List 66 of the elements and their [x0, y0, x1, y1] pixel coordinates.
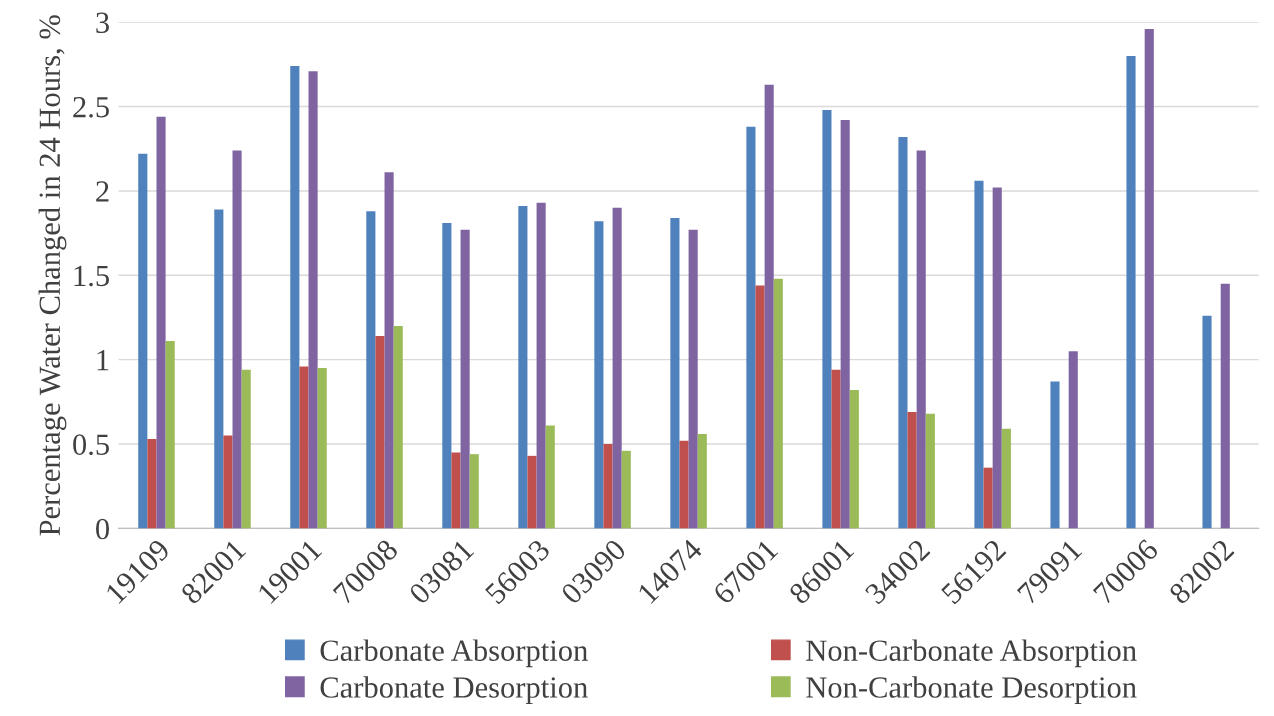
bar: [1001, 428, 1011, 529]
bar: [612, 207, 622, 529]
bar: [688, 229, 698, 529]
bar: [831, 369, 841, 529]
bar: [594, 221, 604, 529]
bar: [442, 222, 452, 529]
bar: [1202, 315, 1212, 529]
y-tick-label: 1: [97, 350, 109, 371]
bar: [241, 369, 251, 529]
bar: [460, 229, 470, 529]
bar: [983, 467, 993, 529]
bar: [916, 150, 926, 529]
bar: [621, 450, 631, 529]
bar: [147, 438, 157, 529]
bar: [536, 202, 546, 529]
bar: [290, 66, 300, 529]
bar: [898, 136, 908, 529]
bar: [992, 187, 1002, 529]
bar: [679, 440, 689, 529]
bar: [469, 454, 479, 529]
bar: [849, 390, 859, 529]
bar: [840, 120, 850, 529]
bar: [366, 211, 376, 529]
bar: [974, 180, 984, 529]
bar: [1068, 351, 1078, 529]
y-tick-label: 3: [96, 12, 109, 34]
bar: [545, 425, 555, 529]
bar: [670, 217, 680, 529]
y-tick-label: 2: [96, 181, 109, 202]
bar: [1144, 28, 1154, 529]
y-tick-label: 0: [96, 518, 109, 540]
bar: [1050, 381, 1060, 529]
y-axis-title: Percentage Water Changed in 24 Hours, %: [38, 15, 67, 536]
bar: [925, 413, 935, 529]
bar: [1220, 283, 1230, 529]
legend-label: Non-Carbonate Desorption: [806, 676, 1137, 705]
bar: [384, 172, 394, 529]
bar: [746, 126, 756, 529]
bar: [138, 153, 148, 529]
y-tick-label: 1.5: [74, 265, 109, 287]
bar: [393, 325, 403, 529]
bar: [299, 366, 309, 529]
legend-label: Non-Carbonate Absorption: [806, 639, 1137, 668]
bar: [755, 285, 765, 529]
bar: [697, 433, 707, 529]
legend-label: Carbonate Desorption: [320, 676, 588, 705]
bar: [822, 109, 832, 529]
bar: [317, 368, 327, 529]
bar: [223, 435, 233, 529]
bar: [518, 206, 528, 529]
bar: [764, 84, 774, 529]
bar: [375, 336, 385, 529]
bar: [1126, 55, 1136, 529]
bar: [527, 455, 537, 529]
legend-label: Carbonate Absorption: [320, 639, 588, 668]
bar: [773, 278, 783, 529]
bar: [214, 209, 224, 529]
bar: [907, 411, 917, 529]
bar: [156, 116, 166, 529]
bar: [451, 452, 461, 529]
bar: [308, 71, 318, 529]
y-tick-label: 0.5: [73, 434, 109, 456]
bar: [165, 341, 175, 529]
y-tick-label: 2.5: [73, 96, 109, 118]
bar: [603, 444, 613, 529]
bar: [232, 150, 242, 529]
